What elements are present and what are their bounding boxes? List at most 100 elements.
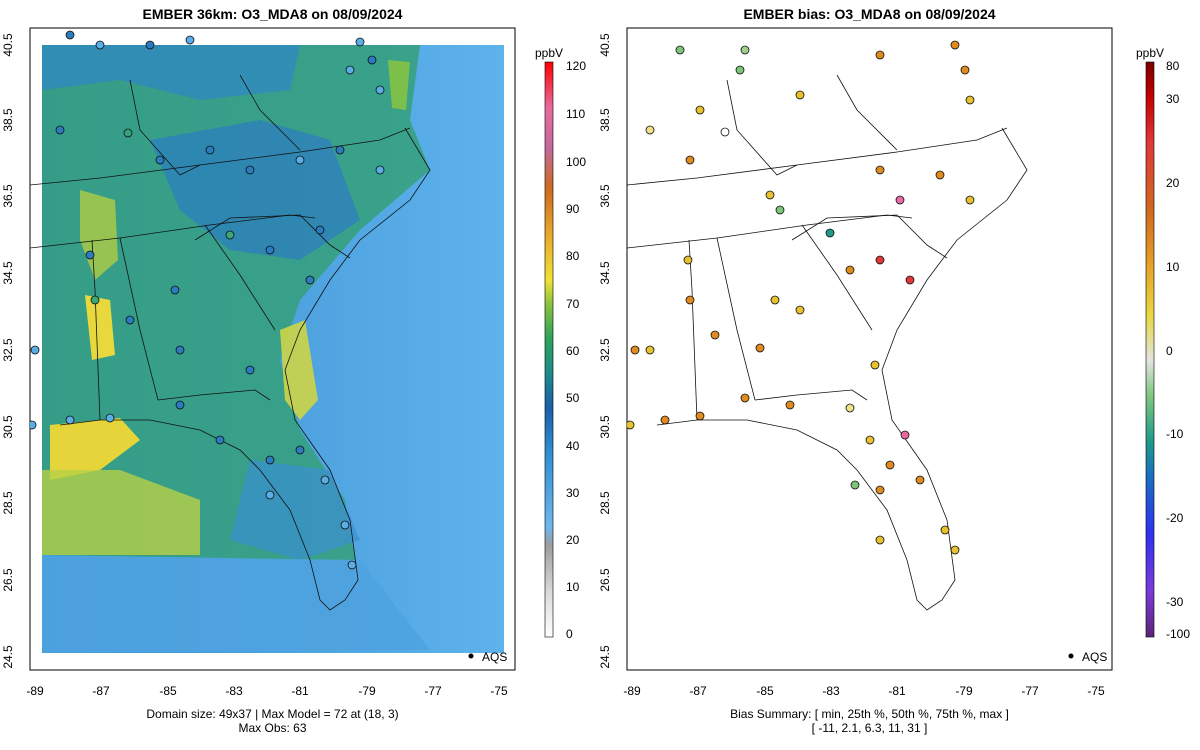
cbar-tick-label: 20 <box>566 533 580 547</box>
left-x-tick-label: -89 <box>26 684 44 698</box>
right-y-tick-label: 40.5 <box>598 33 612 57</box>
cbar-tick-label: 50 <box>566 391 580 405</box>
left-y-tick-label: 34.5 <box>1 261 15 285</box>
aqs-marker-icon <box>468 653 474 659</box>
model-field-north-blue <box>42 45 300 100</box>
model-field-coastal-high <box>280 320 318 420</box>
right-x-tick-label: -85 <box>756 684 774 698</box>
bias-summary-values: [ -11, 2.1, 6.3, 11, 31 ] <box>811 721 928 735</box>
left-x-tick-label: -75 <box>490 684 508 698</box>
cbar-tick-label: 20 <box>1166 176 1180 190</box>
left-colorbar-ticks: 0 10 20 30 40 50 60 70 80 90 100 110 120 <box>566 59 586 641</box>
right-y-axis: 24.5 26.5 28.5 30.5 32.5 34.5 36.5 38.5 … <box>598 33 612 669</box>
cbar-tick-label: -30 <box>1166 595 1184 609</box>
right-y-tick-label: 30.5 <box>598 415 612 439</box>
right-y-tick-label: 24.5 <box>598 645 612 669</box>
right-bias-sites <box>627 40 975 555</box>
right-y-tick-label: 26.5 <box>598 568 612 592</box>
left-y-axis: 24.5 26.5 28.5 30.5 32.5 34.5 36.5 38.5 … <box>1 33 15 669</box>
cbar-tick-label: 120 <box>566 59 586 73</box>
cbar-tick-label: 70 <box>566 297 580 311</box>
right-x-tick-label: -77 <box>1021 684 1039 698</box>
left-obs-sites <box>30 30 385 570</box>
right-colorbar-ticks: -100 -30 -20 -10 0 10 20 30 80 <box>1166 59 1190 641</box>
model-field-inland-blue <box>150 120 360 260</box>
left-x-tick-label: -83 <box>225 684 243 698</box>
model-field-florida-blue <box>230 460 360 560</box>
aqs-legend-label: AQS <box>1082 650 1107 664</box>
right-footer: Bias Summary: [ min, 25th %, 50th %, 75t… <box>627 707 1112 735</box>
right-y-tick-label: 34.5 <box>598 261 612 285</box>
right-aqs-legend: AQS <box>1068 650 1107 664</box>
left-x-tick-label: -77 <box>424 684 442 698</box>
left-y-tick-label: 38.5 <box>1 108 15 132</box>
right-y-tick-label: 38.5 <box>598 108 612 132</box>
cbar-tick-label: 80 <box>1166 59 1180 73</box>
model-field-gulf-high <box>50 418 140 480</box>
left-y-tick-label: 26.5 <box>1 568 15 592</box>
aqs-legend-label: AQS <box>482 650 507 664</box>
right-x-tick-label: -79 <box>955 684 973 698</box>
left-footer: Domain size: 49x37 | Max Model = 72 at (… <box>30 707 515 735</box>
bias-summary-header: Bias Summary: [ min, 25th %, 50th %, 75t… <box>730 707 1009 721</box>
cbar-tick-label: 110 <box>566 107 585 121</box>
left-x-tick-label: -79 <box>358 684 376 698</box>
cbar-tick-label: -20 <box>1166 511 1184 525</box>
cbar-tick-label: 30 <box>566 486 580 500</box>
cbar-tick-label: -100 <box>1166 627 1190 641</box>
model-field-south-blue <box>42 555 430 653</box>
cbar-tick-label: -10 <box>1166 427 1184 441</box>
right-y-tick-label: 36.5 <box>598 184 612 208</box>
left-x-tick-label: -81 <box>291 684 309 698</box>
right-x-tick-label: -83 <box>822 684 840 698</box>
left-y-tick-label: 30.5 <box>1 415 15 439</box>
left-colorbar: ppbV 0 10 20 30 40 50 60 70 80 90 100 11… <box>535 46 586 641</box>
left-y-tick-label: 40.5 <box>1 33 15 57</box>
right-x-tick-label: -81 <box>888 684 906 698</box>
model-field-east-strip <box>388 60 410 110</box>
model-field-gulf-gradient <box>42 470 200 555</box>
left-x-axis: -89 -87 -85 -83 -81 -79 -77 -75 <box>26 669 508 698</box>
right-map-title: EMBER bias: O3_MDA8 on 08/09/2024 <box>743 6 996 22</box>
right-colorbar: ppbV -100 -30 -20 -10 0 10 20 30 80 <box>1136 46 1190 641</box>
left-map-title: EMBER 36km: O3_MDA8 on 08/09/2024 <box>142 6 403 22</box>
cbar-tick-label: 90 <box>566 202 580 216</box>
left-y-tick-label: 36.5 <box>1 184 15 208</box>
right-boundaries <box>627 74 1028 611</box>
domain-summary-text: Domain size: 49x37 | Max Model = 72 at (… <box>146 707 399 721</box>
model-field-hotspot <box>85 295 115 360</box>
left-x-tick-label: -87 <box>92 684 110 698</box>
cbar-tick-label: 10 <box>1166 260 1180 274</box>
model-field <box>30 30 504 653</box>
left-x-tick-label: -85 <box>159 684 177 698</box>
aqs-marker-icon <box>1068 653 1074 659</box>
left-y-tick-label: 28.5 <box>1 491 15 515</box>
right-x-tick-label: -87 <box>689 684 707 698</box>
left-colorbar-unit: ppbV <box>535 46 563 60</box>
right-x-tick-label: -89 <box>623 684 641 698</box>
cbar-tick-label: 100 <box>566 155 586 169</box>
left-colorbar-bar <box>544 61 554 638</box>
cbar-tick-label: 30 <box>1166 92 1180 106</box>
cbar-tick-label: 60 <box>566 344 580 358</box>
max-obs-text: Max Obs: 63 <box>238 721 307 735</box>
right-plot-frame <box>626 27 1113 671</box>
right-map-panel: -89 -87 -85 -83 -81 -79 -77 -75 24.5 26.… <box>598 27 1113 698</box>
right-x-axis: -89 -87 -85 -83 -81 -79 -77 -75 <box>623 669 1105 698</box>
cbar-tick-label: 40 <box>566 439 580 453</box>
right-y-tick-label: 28.5 <box>598 491 612 515</box>
cbar-tick-label: 0 <box>1166 344 1173 358</box>
left-boundaries <box>30 74 431 611</box>
right-y-tick-label: 32.5 <box>598 338 612 362</box>
left-map-panel: -89 -87 -85 -83 -81 -79 -77 -75 24.5 26.… <box>1 27 516 698</box>
left-y-tick-label: 32.5 <box>1 338 15 362</box>
left-aqs-legend: AQS <box>468 650 507 664</box>
cbar-tick-label: 10 <box>566 580 580 594</box>
right-x-tick-label: -75 <box>1087 684 1105 698</box>
cbar-tick-label: 0 <box>566 627 573 641</box>
cbar-tick-label: 80 <box>566 249 580 263</box>
right-colorbar-unit: ppbV <box>1136 46 1164 60</box>
left-y-tick-label: 24.5 <box>1 645 15 669</box>
right-colorbar-bar <box>1145 61 1155 638</box>
